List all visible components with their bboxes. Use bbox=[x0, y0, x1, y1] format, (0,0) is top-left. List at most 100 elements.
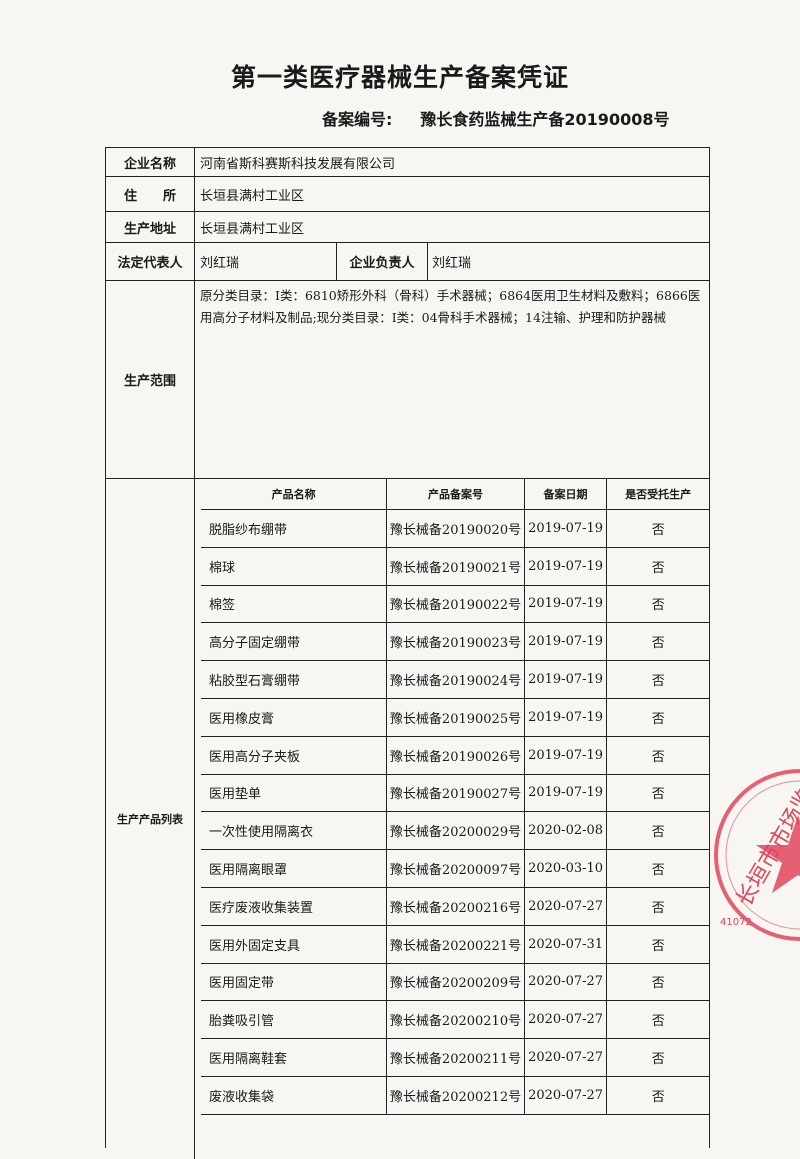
product-name: 高分子固定绷带 bbox=[201, 623, 388, 661]
value-production-address: 长垣县满村工业区 bbox=[200, 221, 305, 237]
product-record-number: 豫长械备20200211号 bbox=[387, 1039, 525, 1076]
document-title: 第一类医疗器械生产备案凭证 bbox=[230, 63, 569, 92]
product-record-date: 2020-07-27 bbox=[525, 1039, 608, 1076]
record-number: 备案编号: 豫长食药监械生产备20190008号 bbox=[322, 106, 697, 130]
value-legal-rep: 刘红瑞 bbox=[200, 256, 240, 271]
product-entrusted: 否 bbox=[651, 674, 665, 690]
product-record-number: 豫长械备20190026号 bbox=[387, 736, 525, 774]
product-entrusted: 否 bbox=[651, 976, 665, 992]
product-name: 医用高分子夹板 bbox=[201, 736, 388, 774]
certificate-table: 企业名称 河南省斯科赛斯科技发展有限公司 住 所 长垣县满村工业区 生产地址 长… bbox=[105, 147, 710, 1159]
product-row: 医用橡皮膏 豫长械备20190025号 2019-07-19 否 bbox=[201, 698, 709, 737]
product-record-number: 豫长械备20200216号 bbox=[387, 887, 525, 925]
product-row: 医用隔离鞋套 豫长械备20200211号 2020-07-27 否 bbox=[201, 1039, 709, 1077]
product-name: 废液收集袋 bbox=[201, 1076, 388, 1114]
value-scope: 原分类目录：Ⅰ类：6810矫形外科（骨科）手术器械；6864医用卫生材料及敷料；… bbox=[200, 288, 701, 325]
product-row: 医用固定带 豫长械备20200209号 2020-07-27 否 bbox=[201, 963, 709, 1002]
product-entrusted: 否 bbox=[651, 938, 665, 954]
product-record-date: 2020-02-08 bbox=[525, 812, 608, 850]
product-row: 棉球 豫长械备20190021号 2019-07-19 否 bbox=[201, 547, 709, 586]
product-row: 医用垫单 豫长械备20190027号 2019-07-19 否 bbox=[201, 774, 709, 813]
header-product-name: 产品名称 bbox=[201, 479, 388, 509]
product-record-number: 豫长械备20190021号 bbox=[387, 547, 525, 585]
product-record-date: 2020-07-27 bbox=[525, 963, 608, 1001]
product-row: 医疗废液收集装置 豫长械备20200216号 2020-07-27 否 bbox=[201, 887, 709, 926]
product-row: 医用隔离眼罩 豫长械备20200097号 2020-03-10 否 bbox=[201, 850, 709, 888]
product-row: 粘胶型石膏绷带 豫长械备20190024号 2019-07-19 否 bbox=[201, 661, 709, 699]
product-row: 胎粪吸引管 豫长械备20200210号 2020-07-27 否 bbox=[201, 1001, 709, 1040]
product-entrusted: 否 bbox=[651, 560, 665, 576]
product-name: 医疗废液收集装置 bbox=[201, 887, 388, 925]
row-address: 住 所 长垣县满村工业区 bbox=[106, 177, 709, 212]
label-product-list: 生产产品列表 bbox=[106, 479, 195, 1159]
product-record-date: 2020-03-10 bbox=[525, 850, 608, 887]
product-row: 医用高分子夹板 豫长械备20190026号 2019-07-19 否 bbox=[201, 736, 709, 775]
product-name: 医用垫单 bbox=[201, 774, 388, 812]
product-record-number: 豫长械备20190022号 bbox=[387, 585, 525, 623]
product-name: 一次性使用隔离衣 bbox=[201, 812, 388, 850]
product-row: 脱脂纱布绷带 豫长械备20190020号 2019-07-19 否 bbox=[201, 510, 709, 548]
product-record-date: 2020-07-27 bbox=[525, 887, 608, 925]
product-record-number: 豫长械备20190027号 bbox=[387, 774, 525, 812]
product-name: 医用固定带 bbox=[201, 963, 388, 1001]
seal-text: 长垣市市场监 bbox=[732, 784, 800, 911]
label-address: 住 所 bbox=[106, 177, 195, 211]
product-record-date: 2019-07-19 bbox=[525, 585, 608, 623]
product-name: 脱脂纱布绷带 bbox=[201, 510, 388, 547]
product-entrusted: 否 bbox=[651, 863, 665, 879]
product-record-date: 2020-07-27 bbox=[525, 1001, 608, 1039]
header-entrusted: 是否受托生产 bbox=[625, 488, 692, 501]
row-company: 企业名称 河南省斯科赛斯科技发展有限公司 bbox=[106, 148, 709, 177]
product-entrusted: 否 bbox=[651, 1014, 665, 1030]
product-record-number: 豫长械备20200210号 bbox=[387, 1001, 525, 1039]
official-seal: 41072 长垣市市场监 bbox=[714, 769, 800, 941]
product-record-number: 豫长械备20200209号 bbox=[387, 963, 525, 1001]
record-number-value: 豫长食药监械生产备20190008号 bbox=[420, 110, 670, 129]
product-name: 胎粪吸引管 bbox=[201, 1001, 388, 1039]
product-row: 棉签 豫长械备20190022号 2019-07-19 否 bbox=[201, 585, 709, 624]
label-scope: 生产范围 bbox=[106, 281, 195, 478]
value-address: 长垣县满村工业区 bbox=[200, 188, 305, 204]
label-company: 企业名称 bbox=[106, 148, 195, 176]
product-record-number: 豫长械备20200212号 bbox=[387, 1076, 525, 1114]
product-record-date: 2019-07-19 bbox=[525, 774, 608, 812]
row-production-address: 生产地址 长垣县满村工业区 bbox=[106, 212, 709, 243]
product-record-date: 2020-07-27 bbox=[525, 1076, 608, 1114]
product-entrusted: 否 bbox=[651, 1089, 665, 1105]
product-name: 医用橡皮膏 bbox=[201, 698, 388, 736]
product-record-number: 豫长械备20200097号 bbox=[387, 850, 525, 887]
product-entrusted: 否 bbox=[651, 900, 665, 916]
product-entrusted: 否 bbox=[651, 825, 665, 841]
product-record-date: 2019-07-19 bbox=[525, 510, 608, 547]
value-company-head: 刘红瑞 bbox=[432, 256, 472, 271]
product-row: 高分子固定绷带 豫长械备20190023号 2019-07-19 否 bbox=[201, 623, 709, 662]
product-record-number: 豫长械备20190020号 bbox=[387, 510, 525, 547]
product-name: 粘胶型石膏绷带 bbox=[201, 661, 388, 698]
value-company: 河南省斯科赛斯科技发展有限公司 bbox=[200, 156, 396, 172]
product-entrusted: 否 bbox=[651, 787, 665, 803]
product-name: 棉球 bbox=[201, 547, 388, 585]
product-name: 棉签 bbox=[201, 585, 388, 623]
product-record-number: 豫长械备20190023号 bbox=[387, 623, 525, 661]
header-record-date: 备案日期 bbox=[525, 479, 608, 509]
product-entrusted: 否 bbox=[651, 1052, 665, 1068]
product-record-number: 豫长械备20200029号 bbox=[387, 812, 525, 850]
header-record-number: 产品备案号 bbox=[387, 479, 525, 509]
product-entrusted: 否 bbox=[651, 598, 665, 614]
product-entrusted: 否 bbox=[651, 522, 665, 538]
product-name: 医用隔离眼罩 bbox=[201, 850, 388, 887]
row-scope: 生产范围 原分类目录：Ⅰ类：6810矫形外科（骨科）手术器械；6864医用卫生材… bbox=[106, 281, 709, 479]
product-record-date: 2019-07-19 bbox=[525, 736, 608, 774]
product-record-number: 豫长械备20190025号 bbox=[387, 698, 525, 736]
product-record-date: 2019-07-19 bbox=[525, 547, 608, 585]
product-name: 医用外固定支具 bbox=[201, 925, 388, 963]
product-name: 医用隔离鞋套 bbox=[201, 1039, 388, 1076]
product-entrusted: 否 bbox=[651, 711, 665, 727]
product-entrusted: 否 bbox=[651, 636, 665, 652]
product-row: 废液收集袋 豫长械备20200212号 2020-07-27 否 bbox=[201, 1076, 709, 1115]
product-record-date: 2019-07-19 bbox=[525, 698, 608, 736]
seal-code: 41072 bbox=[720, 917, 752, 928]
product-record-date: 2019-07-19 bbox=[525, 623, 608, 661]
product-table-header: 产品名称 产品备案号 备案日期 是否受托生产 bbox=[201, 479, 709, 510]
label-company-head: 企业负责人 bbox=[336, 243, 428, 280]
